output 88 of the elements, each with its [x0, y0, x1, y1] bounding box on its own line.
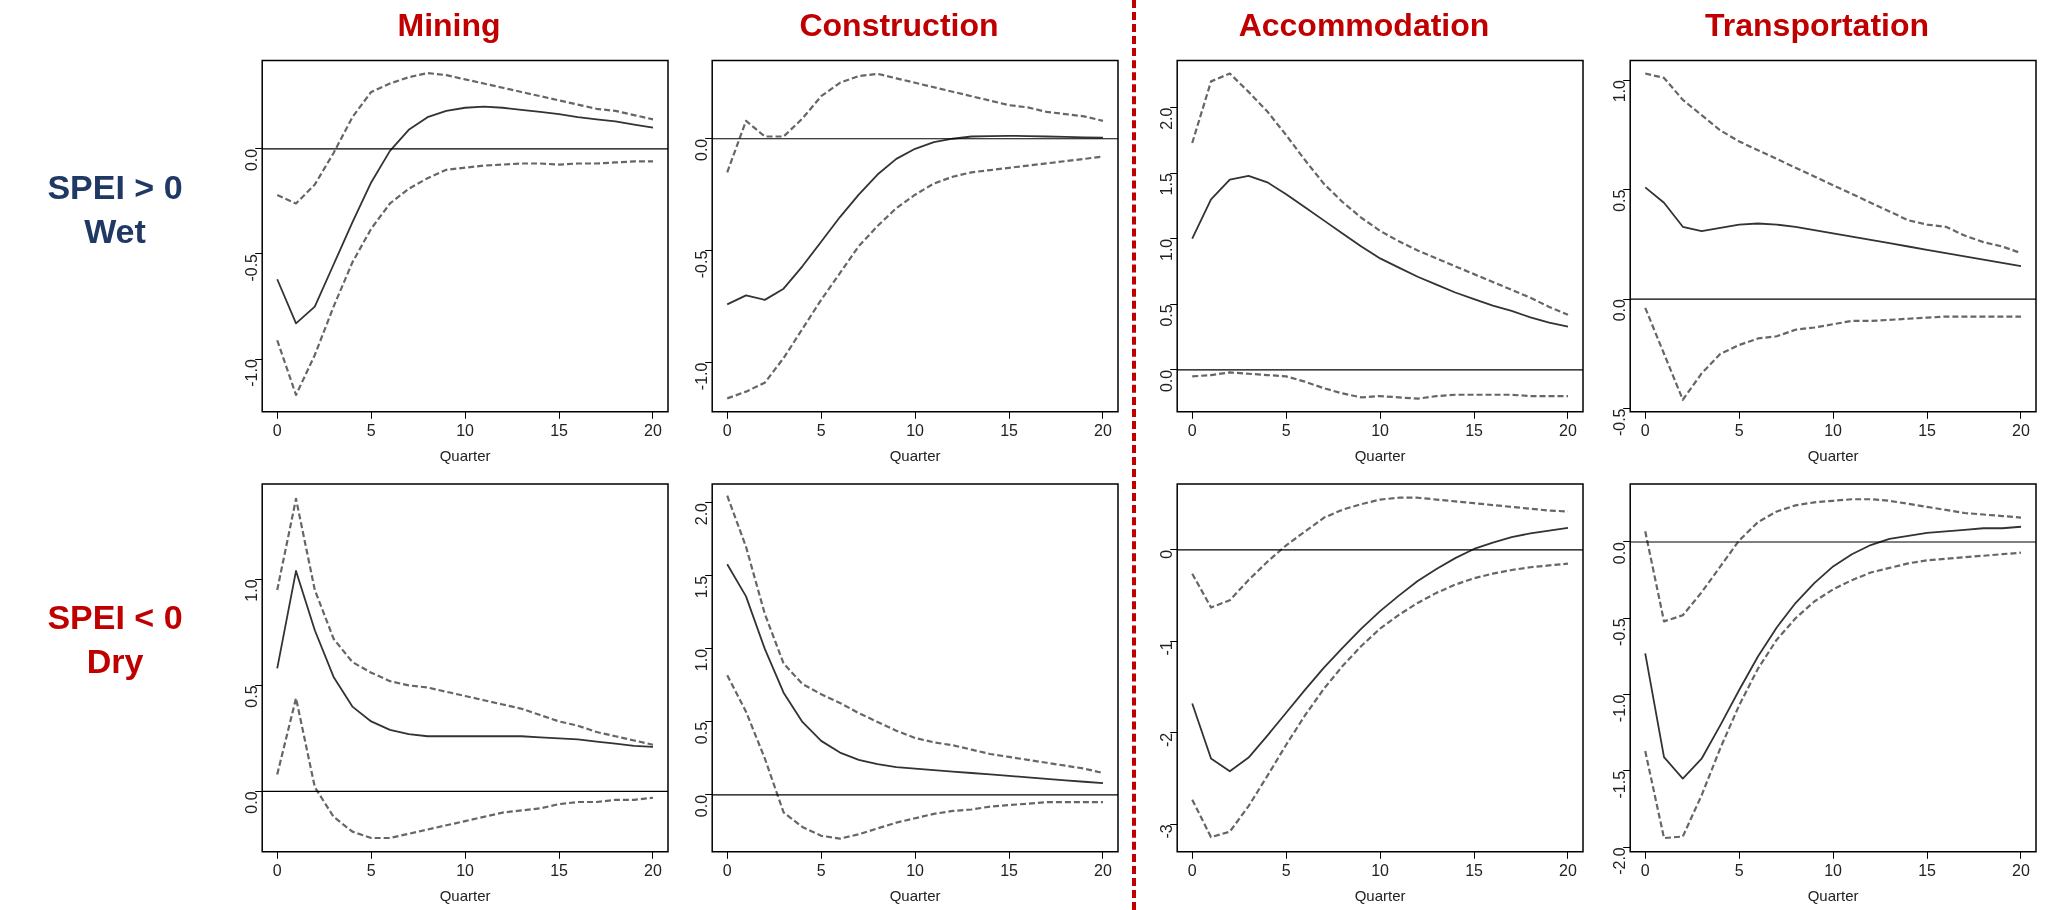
y-tick-label: -0.5	[1610, 618, 1628, 646]
x-axis-title: Quarter	[889, 447, 941, 465]
x-tick-label: 0	[1187, 861, 1197, 879]
y-tick-label: -1.0	[1610, 694, 1628, 723]
x-tick-label: 5	[816, 861, 826, 879]
x-tick-label: 10	[1371, 861, 1390, 879]
x-tick-label: 5	[1281, 861, 1291, 879]
x-tick-label: 10	[1371, 421, 1390, 439]
x-tick-label: 0	[1640, 861, 1650, 879]
text: Dry	[85, 641, 145, 682]
chart-title: Accommodation	[1238, 7, 1490, 44]
x-axis-title: Quarter	[439, 447, 491, 465]
x-tick-label: 15	[1918, 421, 1937, 439]
x-tick-label: 10	[906, 421, 925, 439]
y-tick-label: 2.0	[1157, 107, 1175, 130]
y-tick-label: 0.5	[1157, 304, 1175, 327]
x-axis-title: Quarter	[1807, 447, 1859, 465]
y-tick-label: 0.0	[242, 791, 260, 814]
y-tick-label: 0.5	[1610, 189, 1628, 212]
y-tick-label: 0.0	[692, 794, 710, 818]
x-tick-label: 5	[816, 421, 826, 439]
x-tick-label: 5	[366, 421, 376, 439]
text: SPEI > 0	[46, 167, 184, 208]
x-tick-label: 15	[1465, 421, 1484, 439]
x-tick-label: 0	[272, 861, 282, 879]
x-axis-title: Quarter	[889, 887, 941, 905]
y-tick-label: 0.5	[692, 721, 710, 745]
y-tick-label: -1	[1157, 641, 1175, 656]
y-tick-label: 2.0	[692, 502, 710, 526]
x-tick-label: 10	[906, 861, 925, 879]
y-tick-label: -0.5	[242, 253, 260, 282]
y-tick-label: -1.0	[242, 359, 260, 387]
x-tick-label: 20	[1559, 421, 1577, 439]
x-tick-label: 20	[1094, 421, 1112, 439]
y-tick-label: 0.0	[242, 148, 260, 172]
y-tick-label: 1.0	[242, 579, 260, 602]
x-tick-label: 15	[1918, 861, 1937, 879]
x-tick-label: 0	[722, 421, 732, 439]
y-tick-label: 0.0	[1610, 541, 1628, 565]
y-tick-label: 1.5	[692, 575, 710, 599]
x-tick-label: 5	[1734, 861, 1744, 879]
x-tick-label: 20	[644, 421, 662, 439]
x-tick-label: 10	[1824, 421, 1843, 439]
x-tick-label: 5	[1281, 421, 1291, 439]
x-axis-title: Quarter	[439, 887, 491, 905]
x-tick-label: 15	[550, 861, 569, 879]
x-tick-label: 0	[1187, 421, 1197, 439]
x-tick-label: 20	[1559, 861, 1577, 879]
y-tick-label: 0.0	[692, 138, 710, 161]
text: SPEI < 0	[46, 597, 184, 638]
y-tick-label: 0	[1157, 549, 1175, 559]
x-axis-title: Quarter	[1354, 447, 1406, 465]
x-axis-title: Quarter	[1807, 887, 1859, 905]
y-tick-label: 0.0	[1157, 369, 1175, 393]
y-tick-label: -2	[1157, 732, 1175, 748]
text: Wet	[83, 211, 147, 252]
x-tick-label: 10	[456, 861, 475, 879]
y-tick-label: -1.5	[1610, 770, 1628, 799]
y-tick-label: -2.0	[1610, 847, 1628, 875]
x-tick-label: 15	[1000, 861, 1019, 879]
x-tick-label: 20	[2012, 421, 2030, 439]
x-tick-label: 0	[722, 861, 732, 879]
x-tick-label: 20	[644, 861, 662, 879]
x-tick-label: 10	[456, 421, 475, 439]
x-tick-label: 15	[1000, 421, 1019, 439]
x-axis-title: Quarter	[1354, 887, 1406, 905]
x-tick-label: 15	[550, 421, 569, 439]
chart-title: Transportation	[1704, 7, 1930, 44]
y-tick-label: 1.0	[692, 648, 710, 672]
x-tick-label: 10	[1824, 861, 1843, 879]
x-tick-label: 20	[1094, 861, 1112, 879]
chart-title: Mining	[397, 7, 501, 44]
y-tick-label: 1.0	[1157, 238, 1175, 261]
x-tick-label: 15	[1465, 861, 1484, 879]
y-tick-label: -3	[1157, 824, 1175, 839]
x-tick-label: 20	[2012, 861, 2030, 879]
y-tick-label: -1.0	[692, 362, 710, 391]
y-tick-label: 0.5	[242, 685, 260, 708]
x-tick-label: 5	[366, 861, 376, 879]
x-tick-label: 0	[1640, 421, 1650, 439]
x-tick-label: 0	[272, 421, 282, 439]
y-tick-label: 1.0	[1610, 80, 1628, 103]
y-tick-label: -0.5	[692, 250, 710, 279]
x-tick-label: 5	[1734, 421, 1744, 439]
chart-title: Construction	[799, 7, 999, 44]
y-tick-label: 0.0	[1610, 298, 1628, 322]
y-tick-label: 1.5	[1157, 173, 1175, 196]
y-tick-label: -0.5	[1610, 408, 1628, 437]
